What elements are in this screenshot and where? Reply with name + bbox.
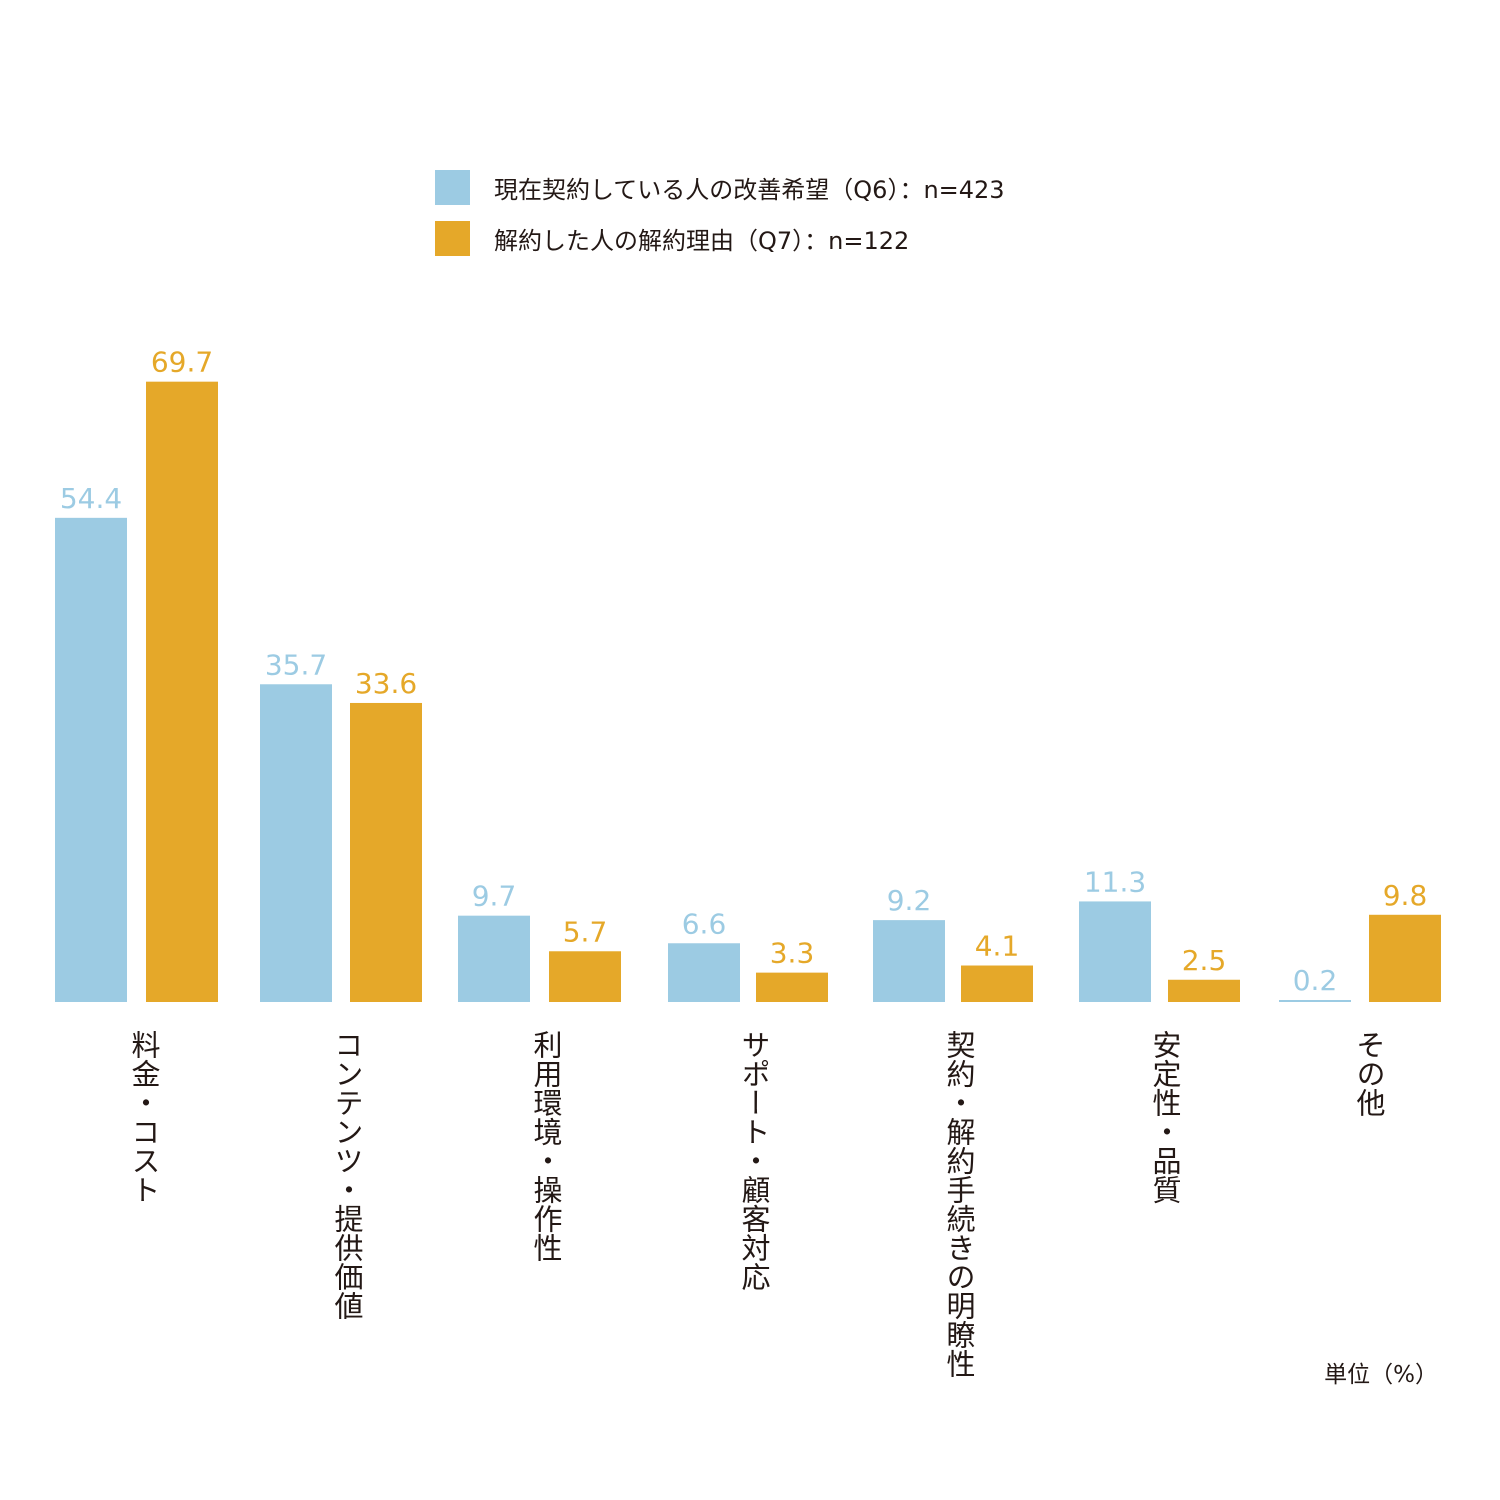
- bar-q6-usability: [458, 915, 530, 1002]
- x-tick-label-cost: 料金・コスト: [127, 1030, 161, 1204]
- legend-item-q6: 現在契約している人の改善希望（Q6）：n=423: [435, 169, 1005, 205]
- bar-q7-usability: [549, 951, 621, 1002]
- value-label-q6-support: 6.6: [682, 907, 727, 940]
- value-label-q7-other: 9.8: [1383, 879, 1428, 912]
- x-tick-label-usability: 利用環境・操作性: [529, 1030, 563, 1262]
- value-label-q6-other: 0.2: [1293, 964, 1338, 997]
- bar-q7-content: [350, 702, 422, 1002]
- legend-item-q7: 解約した人の解約理由（Q7）：n=122: [435, 220, 1005, 256]
- bar-q6-content: [260, 684, 332, 1002]
- x-tick-label-stability: 安定性・品質: [1148, 1030, 1182, 1204]
- bar-q7-stability: [1168, 979, 1240, 1002]
- value-label-q6-usability: 9.7: [472, 880, 517, 913]
- x-tick-label-content: コンテンツ・提供価値: [330, 1030, 364, 1320]
- unit-label: 単位（%）: [1324, 1362, 1438, 1388]
- value-label-q7-contract: 4.1: [975, 930, 1020, 963]
- value-label-q7-cost: 69.7: [151, 346, 213, 379]
- bar-q6-support: [668, 943, 740, 1002]
- bar-q6-other: [1279, 1000, 1351, 1002]
- x-tick-label-contract: 契約・解約手続きの明瞭性: [942, 1030, 976, 1378]
- bar-q7-cost: [146, 381, 218, 1002]
- x-tick-label-other: その他: [1352, 1030, 1386, 1117]
- value-label-q6-stability: 11.3: [1084, 865, 1146, 898]
- bar-q6-contract: [873, 920, 945, 1002]
- value-label-q7-stability: 2.5: [1182, 944, 1227, 977]
- value-label-q7-usability: 5.7: [563, 915, 608, 948]
- legend-label-q6: 現在契約している人の改善希望（Q6）：n=423: [494, 175, 1005, 204]
- bar-q7-support: [756, 972, 828, 1002]
- bar-q6-cost: [55, 517, 127, 1002]
- legend-swatch-q6: [435, 169, 470, 205]
- x-tick-label-support: サポート・顧客対応: [737, 1030, 771, 1291]
- bar-q7-contract: [961, 965, 1033, 1002]
- value-label-q7-support: 3.3: [770, 937, 815, 970]
- value-label-q6-contract: 9.2: [887, 884, 932, 917]
- legend-label-q7: 解約した人の解約理由（Q7）：n=122: [494, 226, 910, 255]
- value-label-q6-cost: 54.4: [60, 482, 122, 515]
- legend-swatch-q7: [435, 220, 470, 256]
- bar-q7-other: [1369, 914, 1441, 1002]
- value-label-q6-content: 35.7: [265, 648, 327, 681]
- bar-q6-stability: [1079, 901, 1151, 1002]
- legend: 現在契約している人の改善希望（Q6）：n=423 解約した人の解約理由（Q7）：…: [435, 169, 1005, 272]
- value-label-q7-content: 33.6: [355, 667, 417, 700]
